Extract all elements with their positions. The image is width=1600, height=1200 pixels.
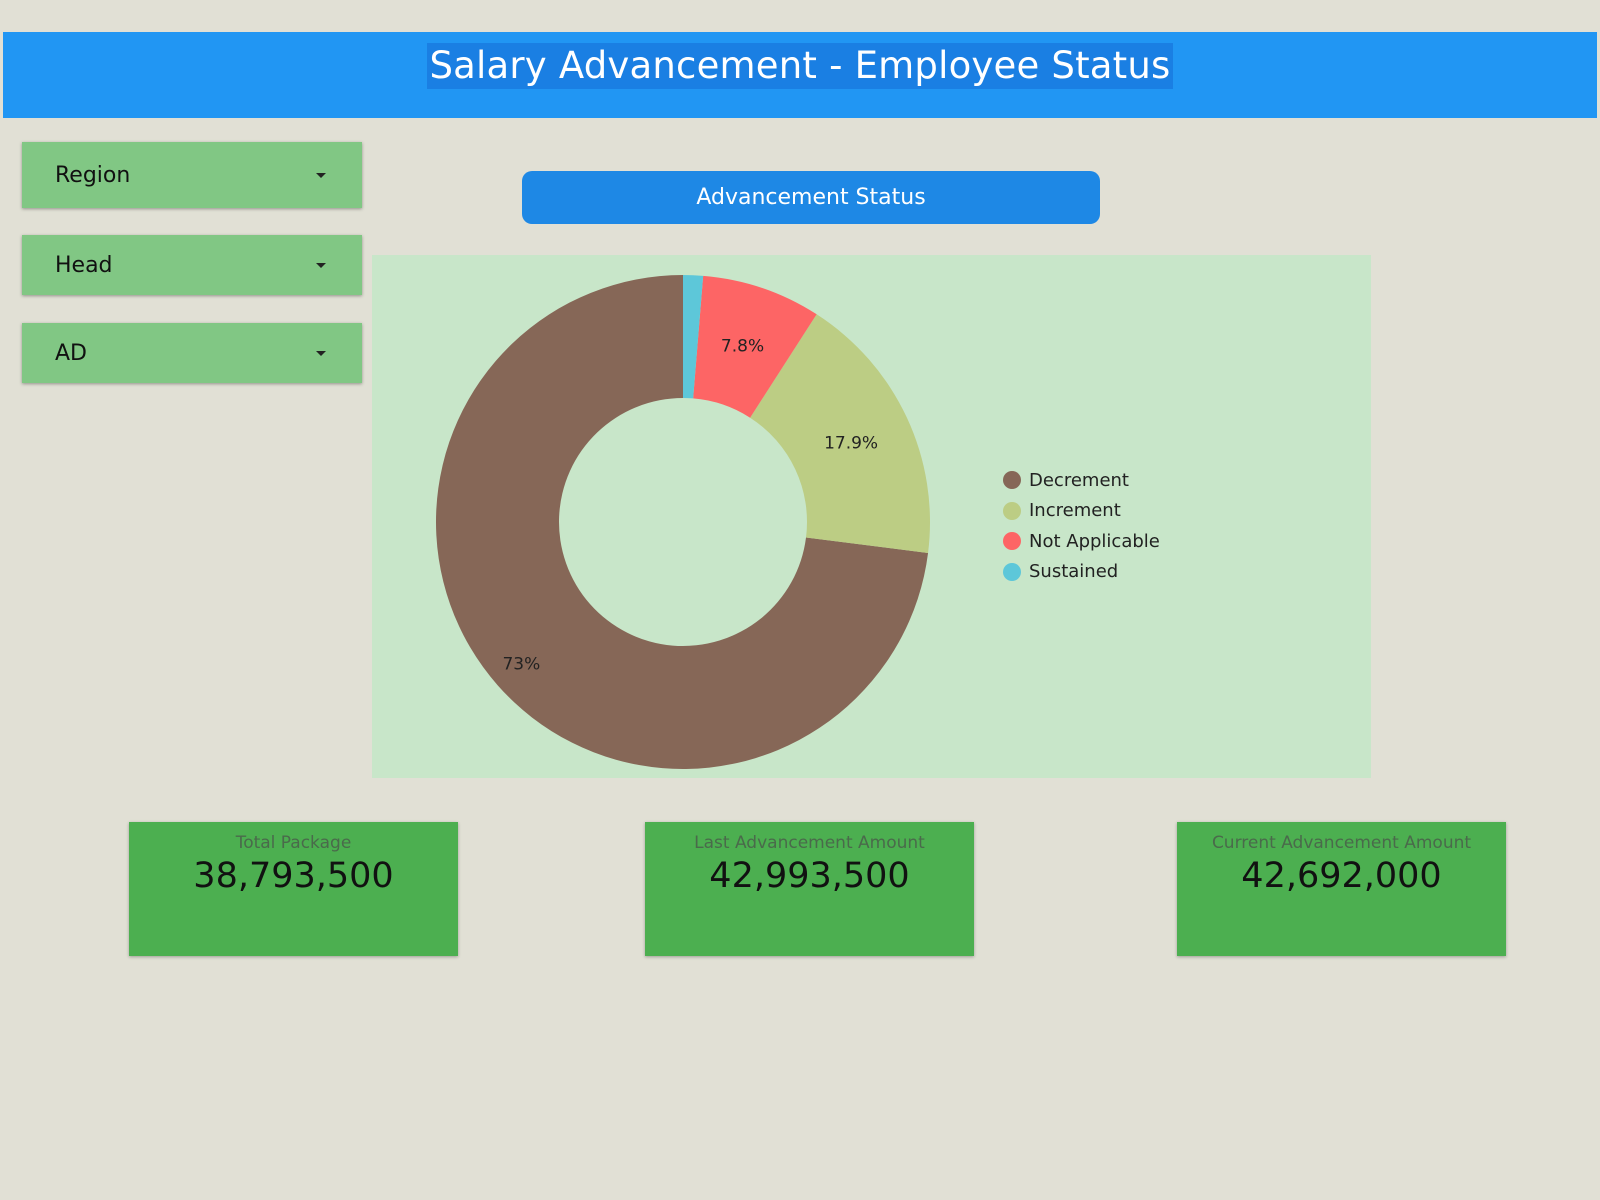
- data-label: 73%: [502, 655, 540, 675]
- kpi-value: 42,692,000: [1241, 856, 1442, 896]
- legend-item-decrement[interactable]: Decrement: [1003, 465, 1160, 496]
- ad-dropdown-label: AD: [55, 340, 87, 366]
- donut-chart-svg: 73% 17.9% 7.8%: [436, 275, 930, 769]
- legend-marker: [1003, 501, 1021, 520]
- donut-slice-sustained[interactable]: [683, 275, 704, 399]
- donut-slice-decrement[interactable]: [436, 275, 929, 769]
- legend-marker: [1003, 532, 1021, 551]
- kpi-value: 42,993,500: [709, 856, 910, 896]
- data-label: 7.8%: [721, 336, 764, 356]
- kpi-card-current-advancement-amount: Current Advancement Amount 42,692,000: [1177, 822, 1506, 956]
- page-title: Salary Advancement - Employee Status: [427, 43, 1173, 89]
- donut-slice-increment[interactable]: [750, 314, 930, 553]
- kpi-label: Last Advancement Amount: [694, 833, 925, 853]
- kpi-label: Current Advancement Amount: [1211, 833, 1472, 853]
- advancement-status-button[interactable]: Advancement Status: [522, 171, 1100, 224]
- region-dropdown-label: Region: [55, 162, 131, 188]
- legend-marker: [1003, 562, 1021, 581]
- legend-marker: [1003, 471, 1021, 490]
- kpi-card-total-package: Total Package 38,793,500: [129, 822, 458, 956]
- ad-dropdown[interactable]: AD: [22, 323, 362, 383]
- legend-item-sustained[interactable]: Sustained: [1003, 557, 1160, 588]
- legend-label: Not Applicable: [1029, 530, 1160, 552]
- region-dropdown[interactable]: Region: [22, 142, 362, 208]
- legend-item-not-applicable[interactable]: Not Applicable: [1003, 526, 1160, 557]
- legend-label: Increment: [1029, 500, 1121, 522]
- kpi-card-last-advancement-amount: Last Advancement Amount 42,993,500: [645, 822, 974, 956]
- legend-label: Decrement: [1029, 469, 1129, 491]
- legend-label: Sustained: [1029, 561, 1119, 583]
- header-bar: Salary Advancement - Employee Status: [3, 32, 1597, 118]
- data-label: 17.9%: [824, 434, 878, 454]
- donut-slice-not-applicable[interactable]: [693, 275, 817, 418]
- legend-item-increment[interactable]: Increment: [1003, 496, 1160, 527]
- chart-legend: Decrement Increment Not Applicable Susta…: [1003, 465, 1160, 587]
- head-dropdown[interactable]: Head: [22, 235, 362, 295]
- chevron-down-icon: [316, 262, 326, 268]
- chevron-down-icon: [316, 172, 326, 178]
- kpi-label: Total Package: [235, 833, 352, 853]
- advancement-status-chart: 73% 17.9% 7.8% Decrement Increment Not App…: [372, 255, 1371, 778]
- chevron-down-icon: [316, 350, 326, 356]
- kpi-value: 38,793,500: [193, 856, 394, 896]
- head-dropdown-label: Head: [55, 252, 113, 278]
